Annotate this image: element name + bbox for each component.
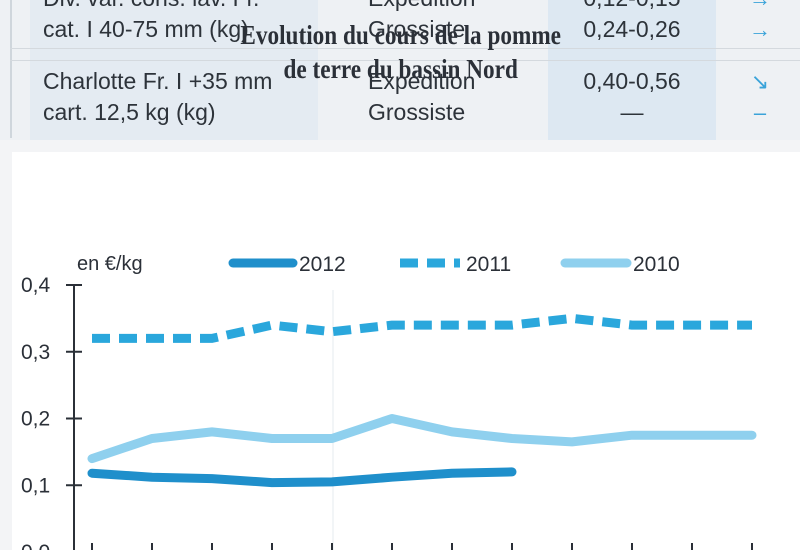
stage-line: Expédition [368, 68, 476, 94]
product-line: cat. I 40-75 mm (kg) [43, 16, 249, 42]
price-table: Div. var. cons. lav. Fr. cat. I 40-75 mm… [0, 0, 800, 140]
trend-arrow-icon: → [749, 17, 771, 42]
price-line: 0,12-0,15 [548, 0, 716, 14]
legend-label-2011: 2011 [466, 253, 511, 276]
price-cell: 0,40-0,56 — [548, 66, 716, 128]
y-tick-label: 0,0 [21, 541, 50, 550]
series-line-2011 [92, 313, 752, 343]
product-line: cart. 12,5 kg (kg) [43, 99, 216, 125]
y-tick-label: 0,1 [21, 474, 50, 497]
legend-label-2010: 2010 [633, 253, 680, 276]
product-line: Charlotte Fr. I +35 mm [43, 68, 273, 94]
trend-arrow-icon: → [736, 0, 784, 14]
chart-panel [12, 152, 800, 550]
price-line: 0,24-0,26 [583, 16, 681, 42]
trend-cell: ↘ – [736, 66, 784, 128]
trend-arrow-icon: – [753, 100, 767, 125]
chart-title-line: Evolution du cours de la pomme [240, 20, 561, 50]
chart-axes [66, 284, 82, 550]
stage-line: Grossiste [368, 16, 466, 42]
chart-legend: 2012 2011 2010 [228, 253, 680, 276]
product-cell: Div. var. cons. lav. Fr. cat. I 40-75 mm… [43, 0, 259, 45]
series-line-2012 [87, 467, 517, 488]
x-ticks [91, 543, 753, 550]
price-line: — [620, 99, 644, 125]
y-tick-label: 0,4 [21, 274, 51, 297]
y-tick-labels: 0,0 0,1 0,2 0,3 0,4 [21, 274, 51, 550]
row-divider [10, 48, 800, 49]
product-column-bg [30, 0, 318, 140]
y-axis-label: en €/kg [77, 253, 143, 275]
chart-title: Evolution du cours de la pomme de terre … [57, 18, 745, 86]
stage-cell: Expédition Grossiste [368, 0, 475, 45]
product-line: Div. var. cons. lav. Fr. [43, 0, 259, 14]
chart-title-line: de terre du bassin Nord [283, 54, 518, 84]
trend-cell: → → [736, 0, 784, 45]
table-left-border [10, 0, 12, 138]
y-tick-label: 0,2 [21, 408, 50, 431]
chart-series [87, 313, 757, 488]
legend-label-2012: 2012 [299, 253, 346, 276]
series-line-2010 [87, 414, 757, 464]
price-line: 0,40-0,56 [583, 68, 681, 94]
price-cell: 0,12-0,15 0,24-0,26 [548, 0, 716, 45]
y-tick-label: 0,3 [21, 341, 50, 364]
stage-line: Expédition [368, 0, 475, 14]
row-divider [10, 60, 800, 61]
product-cell: Charlotte Fr. I +35 mm cart. 12,5 kg (kg… [43, 66, 272, 128]
stage-line: Grossiste [368, 99, 466, 125]
price-column-bg [548, 0, 716, 140]
stage-cell: Expédition Grossiste [368, 66, 475, 128]
trend-arrow-icon: ↘ [750, 69, 770, 94]
